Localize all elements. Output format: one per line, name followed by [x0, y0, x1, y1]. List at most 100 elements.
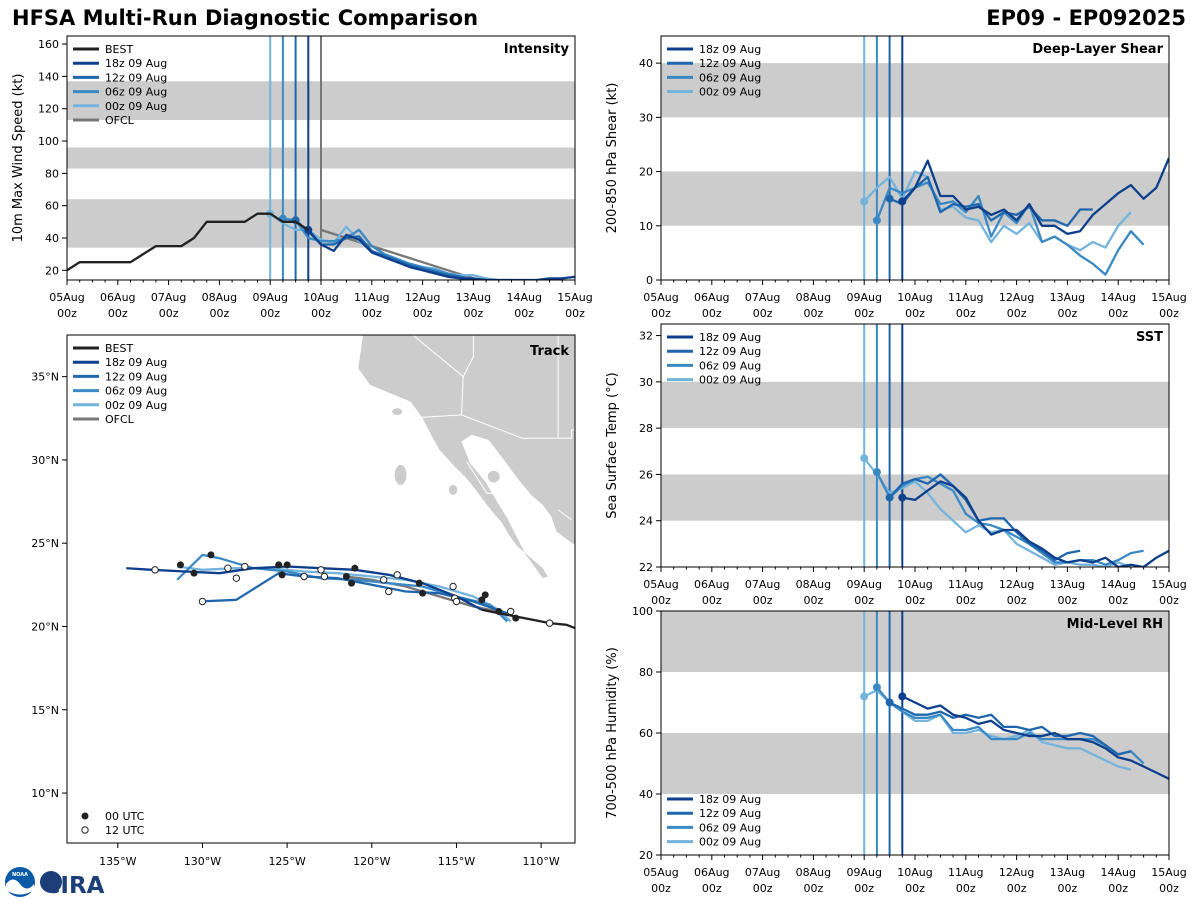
track-point-12utc: [300, 572, 308, 581]
shear-xtick-label: 00z: [702, 307, 722, 320]
shear-xtick-label: 05Aug: [643, 291, 678, 304]
intensity-ytick-label: 120: [38, 103, 59, 116]
track-ytick-label: 30°N: [31, 454, 59, 467]
rh-band-1: [661, 611, 1169, 672]
sst-ylabel: Sea Surface Temp (°C): [605, 372, 620, 519]
track-ytick-label: 15°N: [31, 704, 59, 717]
intensity-xtick-label: 11Aug: [354, 291, 389, 304]
noaa-logo-wave: [6, 879, 34, 895]
track-point-00utc: [283, 561, 291, 569]
rh-xtick-label: 00z: [905, 882, 925, 895]
sst-xtick-label: 07Aug: [745, 578, 780, 591]
sst-xtick-label: 14Aug: [1100, 578, 1135, 591]
border-line: [557, 509, 572, 521]
rh-legend-label-00z-09-aug: 00z 09 Aug: [699, 836, 761, 849]
intensity-ytick-label: 20: [45, 264, 59, 277]
cira-logo-text: CIRA: [44, 873, 105, 899]
sst-xtick-label: 09Aug: [846, 578, 881, 591]
shear-ytick-label: 30: [639, 111, 653, 124]
intensity-ylabel: 10m Max Wind Speed (kt): [11, 74, 26, 243]
track-ytick-label: 10°N: [31, 787, 59, 800]
storm-id: EP09 - EP092025: [986, 6, 1186, 30]
sst-legend-label-12z-09-aug: 12z 09 Aug: [699, 345, 761, 358]
noaa-logo-text: NOAA: [12, 872, 28, 878]
rh-xtick-label: 10Aug: [897, 866, 932, 879]
sst-start-marker-00z-09-aug: [860, 454, 869, 463]
shear-series-00z-09-aug: [863, 170, 1132, 252]
track-point-12utc: [320, 572, 329, 581]
rh-ytick-label: 60: [639, 727, 653, 740]
sst-title: SST: [1136, 330, 1163, 345]
shear-start-marker-00z-09-aug: [860, 197, 869, 206]
sst-xtick-label: 00z: [956, 594, 976, 607]
shear-xtick-label: 14Aug: [1100, 291, 1135, 304]
track-legend-label-06z-09-aug: 06z 09 Aug: [105, 385, 167, 398]
shear-series-18z-09-aug: [901, 157, 1169, 236]
rh-start-marker-06z-09-aug: [872, 683, 881, 692]
sst-ytick-label: 30: [639, 376, 653, 389]
track-point-12utc: [545, 619, 554, 627]
sst-series-06z-09-aug: [875, 471, 1144, 566]
intensity-legend-label-18z-09-aug: 18z 09 Aug: [105, 57, 167, 70]
cira-logo-globe: [40, 871, 62, 893]
sst-xtick-label: 11Aug: [948, 578, 983, 591]
sst-xtick-label: 00z: [804, 594, 824, 607]
track-point-12utc: [393, 571, 401, 579]
track-plot-area: [126, 335, 575, 630]
intensity-xtick-label: 14Aug: [506, 291, 541, 304]
sst-xtick-label: 08Aug: [796, 578, 831, 591]
sst-xtick-label: 00z: [651, 594, 671, 607]
track-legend-label-best: BEST: [105, 342, 133, 355]
sst-band-1: [661, 381, 1169, 429]
shear-xtick-label: 00z: [1108, 307, 1128, 320]
track-frame: [66, 334, 576, 844]
track-point-12utc: [317, 566, 325, 574]
intensity-xtick-label: 10Aug: [303, 291, 338, 304]
shear-plot-area: [661, 36, 1169, 280]
shear-band-1: [661, 63, 1169, 118]
intensity-ytick-label: 100: [38, 135, 59, 148]
land-island: [487, 470, 500, 483]
shear-xtick-label: 00z: [905, 307, 925, 320]
rh-xtick-label: 14Aug: [1100, 866, 1135, 879]
intensity-series-12z-09-aug: [294, 219, 496, 280]
shear-ytick-label: 10: [639, 220, 653, 233]
rh-xtick-label: 05Aug: [643, 866, 678, 879]
shear-legend-label-00z-09-aug: 00z 09 Aug: [699, 86, 761, 99]
sst-ytick-label: 26: [639, 468, 653, 481]
rh-xtick-label: 00z: [651, 882, 671, 895]
intensity-legend-label-ofcl: OFCL: [105, 114, 135, 127]
rh-xtick-label: 15Aug: [1151, 866, 1186, 879]
shear-legend-label-18z-09-aug: 18z 09 Aug: [699, 43, 761, 56]
rh-series-06z-09-aug: [876, 686, 1145, 765]
track-point-00utc: [481, 591, 489, 599]
sst-legend-label-00z-09-aug: 00z 09 Aug: [699, 374, 761, 387]
main-title: HFSA Multi-Run Diagnostic Comparison: [12, 6, 479, 30]
rh-start-marker-12z-09-aug: [885, 698, 894, 707]
shear-xtick-label: 00z: [854, 307, 874, 320]
track-xtick-label: 135°W: [99, 855, 136, 868]
track-point-00utc: [347, 579, 355, 587]
intensity-xtick-label: 00z: [159, 307, 179, 320]
sst-xtick-label: 00z: [1159, 594, 1179, 607]
track-point-00utc: [351, 564, 359, 572]
intensity-ytick-label: 40: [45, 232, 59, 245]
shear-series-06z-09-aug: [875, 181, 1145, 276]
sst-ytick-label: 22: [639, 561, 653, 574]
track-ytick-label: 20°N: [31, 620, 59, 633]
intensity-xtick-label: 00z: [260, 307, 280, 320]
rh-xtick-label: 09Aug: [846, 866, 881, 879]
track-marker-legend-12utc: [81, 826, 89, 834]
sst-xtick-label: 15Aug: [1151, 578, 1186, 591]
track-ytick-label: 25°N: [31, 537, 59, 550]
rh-xtick-label: 00z: [1007, 882, 1027, 895]
intensity-xtick-label: 00z: [514, 307, 534, 320]
shear-xtick-label: 00z: [1058, 307, 1078, 320]
sst-xtick-label: 00z: [1108, 594, 1128, 607]
sst-start-marker-06z-09-aug: [872, 468, 881, 477]
track-point-00utc: [512, 614, 520, 622]
track-point-12utc: [198, 597, 207, 606]
intensity-legend-label-12z-09-aug: 12z 09 Aug: [105, 71, 167, 84]
sst-ytick-label: 28: [639, 422, 653, 435]
